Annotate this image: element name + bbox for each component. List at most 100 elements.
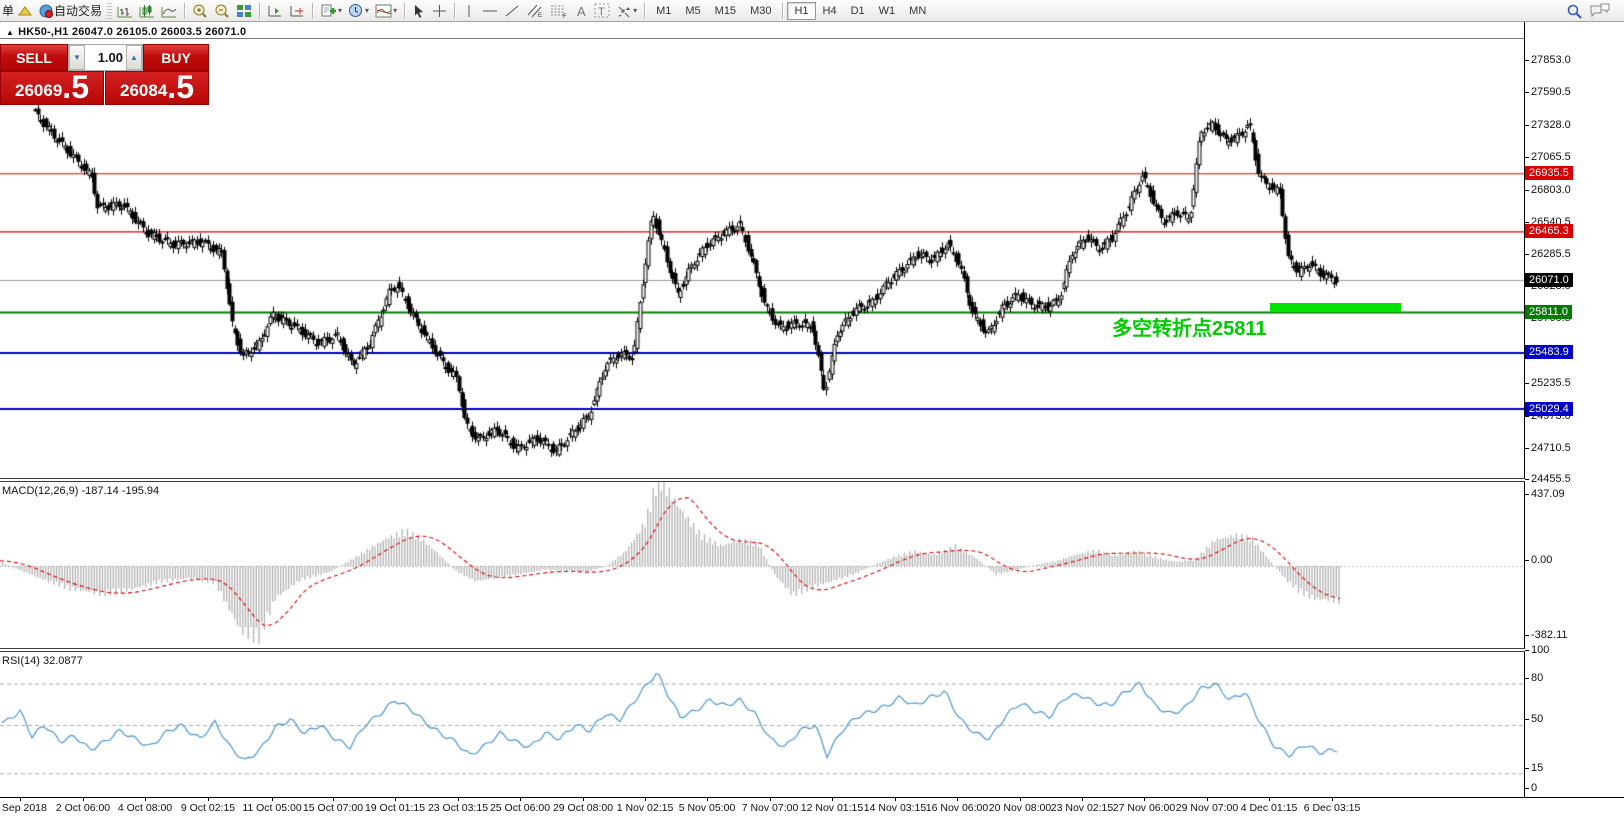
chart-plot-area[interactable] (0, 22, 1524, 797)
auto-scroll-icon[interactable] (264, 1, 286, 21)
price-tick: 27065.5 (1525, 151, 1571, 164)
time-label: 23 Oct 03:15 (427, 802, 489, 814)
time-tick (1207, 798, 1208, 801)
time-label: 29 Nov 07:00 (1175, 802, 1239, 814)
search-icon[interactable] (1563, 1, 1586, 21)
zoom-in-icon[interactable] (189, 1, 211, 21)
timeframe-button-mn[interactable]: MN (909, 4, 927, 17)
new-order-icon[interactable] (14, 1, 36, 21)
rsi-tick: 15 (1524, 762, 1544, 774)
buy-button[interactable]: BUY (143, 44, 209, 71)
time-tick (895, 798, 896, 801)
time-label: 4 Oct 08:00 (117, 802, 173, 814)
buy-price-fraction: .5 (167, 69, 194, 105)
macd-pane-separator[interactable] (0, 478, 1624, 482)
time-label: 9 Oct 02:15 (180, 802, 236, 814)
one-click-trade-panel: SELL ▼ ▲ BUY 26069.5 26084.5 (0, 44, 209, 105)
candlestick-mode-icon[interactable] (136, 1, 158, 21)
time-label: 27 Nov 06:00 (1112, 802, 1176, 814)
window-marker-icon: ▲ (6, 28, 15, 37)
time-tick (707, 798, 708, 801)
price-marker-25029.4: 25029.4 (1525, 401, 1573, 416)
time-label: 20 Nov 08:00 (988, 802, 1052, 814)
trendline-tool-icon[interactable] (501, 1, 523, 21)
rsi-tick: 50 (1524, 713, 1544, 725)
time-label: 14 Nov 03:15 (863, 802, 927, 814)
zoom-out-icon[interactable] (211, 1, 233, 21)
time-tick (333, 798, 334, 801)
cursor-tool-icon[interactable] (409, 1, 429, 21)
time-label: 16 Nov 06:00 (925, 802, 989, 814)
buy-price-display[interactable]: 26084.5 (105, 71, 209, 105)
time-tick (1020, 798, 1021, 801)
chart-shift-icon[interactable] (286, 1, 308, 21)
volume-control: ▼ ▲ (68, 44, 143, 71)
price-tick: 27328.0 (1525, 118, 1571, 131)
timeframe-button-m1[interactable]: M1 (656, 4, 672, 17)
order-menu-label[interactable]: 单 (2, 4, 15, 18)
price-tick: 24710.5 (1525, 441, 1571, 454)
tile-windows-icon[interactable] (233, 1, 255, 21)
text-tool-icon[interactable]: A (571, 1, 591, 21)
svg-text:F: F (563, 14, 567, 18)
dropdown-caret-icon: ▾ (338, 6, 343, 15)
macd-tick: 0.00 (1524, 554, 1553, 566)
time-label: 15 Oct 07:00 (302, 802, 364, 814)
sell-button[interactable]: SELL (0, 44, 68, 71)
time-tick (1332, 798, 1333, 801)
autotrading-button[interactable]: 自动交易 (36, 1, 105, 21)
time-axis[interactable]: 7 Sep 2018 2 Oct 06:00 4 Oct 08:00 9 Oct 02… (0, 798, 1624, 822)
vertical-line-tool-icon[interactable] (459, 1, 479, 21)
sell-price-display[interactable]: 26069.5 (0, 71, 104, 105)
pivot-annotation-text[interactable]: 多空转折点25811 (1112, 318, 1267, 340)
rsi-indicator-label: RSI(14) 32.0877 (2, 655, 83, 667)
time-tick (1269, 798, 1270, 801)
timeframe-button-h1[interactable]: H1 (787, 1, 816, 20)
price-axis[interactable]: 27853.0 27590.5 27328.0 27065.5 26803.0 26540… (1524, 22, 1624, 797)
buy-price-main: 26084 (120, 81, 168, 100)
templates-button[interactable]: ▾ (372, 1, 400, 21)
price-marker-25483.9: 25483.9 (1525, 345, 1573, 360)
bar-chart-mode-icon[interactable] (114, 1, 136, 21)
time-label: 6 Dec 03:15 (1303, 802, 1361, 814)
timeframe-button-m30[interactable]: M30 (750, 4, 772, 17)
toolbar-separator (644, 2, 646, 19)
chat-icon[interactable] (1586, 1, 1614, 21)
timeframe-button-d1[interactable]: D1 (850, 4, 865, 17)
volume-input[interactable] (85, 45, 126, 70)
time-tick (145, 798, 146, 801)
time-label: 29 Oct 08:00 (552, 802, 614, 814)
fibonacci-tool-icon[interactable]: F (547, 1, 571, 21)
price-marker-26935.5: 26935.5 (1525, 166, 1573, 181)
volume-increase-button[interactable]: ▲ (126, 45, 142, 70)
time-label: 19 Oct 01:15 (364, 802, 426, 814)
new-chart-button[interactable]: ▾ (317, 1, 345, 21)
line-chart-mode-icon[interactable] (158, 1, 180, 21)
equidistant-channel-tool-icon[interactable]: E (523, 1, 547, 21)
price-marker-26071.0: 26071.0 (1525, 273, 1573, 287)
price-tick: 26803.0 (1525, 183, 1571, 196)
rsi-pane-separator[interactable] (0, 648, 1624, 652)
toolbar-separator (404, 2, 406, 19)
timeframe-button-m5[interactable]: M5 (685, 4, 701, 17)
time-axis-border (0, 797, 1624, 798)
time-tick (272, 798, 273, 801)
dropdown-caret-icon: ▾ (393, 6, 398, 15)
periods-button[interactable]: ▾ (345, 1, 372, 21)
time-tick (770, 798, 771, 801)
time-label: 4 Dec 01:15 (1240, 802, 1298, 814)
timeframe-button-h4[interactable]: H4 (822, 4, 837, 17)
crosshair-tool-icon[interactable] (429, 1, 450, 21)
price-marker-25811.0: 25811.0 (1525, 305, 1572, 320)
time-tick (645, 798, 646, 801)
timeframe-button-m15[interactable]: M15 (714, 4, 737, 17)
horizontal-line-tool-icon[interactable] (479, 1, 501, 21)
plot-top-border (0, 38, 1524, 39)
time-label: 7 Sep 2018 (0, 802, 47, 814)
volume-decrease-button[interactable]: ▼ (69, 45, 85, 70)
time-label: 2 Oct 06:00 (55, 802, 111, 814)
arrows-tool-button[interactable]: ▾ (613, 1, 640, 21)
pivot-highlight-bar[interactable] (1270, 303, 1401, 312)
timeframe-button-w1[interactable]: W1 (878, 4, 896, 17)
text-label-tool-icon[interactable]: T (591, 1, 613, 21)
